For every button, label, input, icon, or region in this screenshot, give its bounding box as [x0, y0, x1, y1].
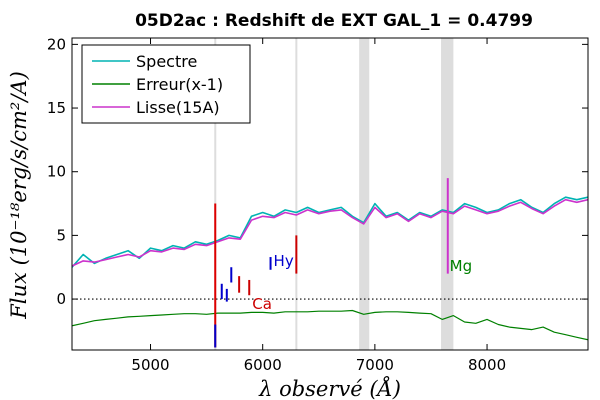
series-line-1	[72, 309, 588, 341]
legend: Spectre Erreur(x-1) Lisse(15A)	[81, 44, 251, 124]
line-marker-label-0: Hy	[274, 252, 294, 270]
y-tick-label-0: 0	[56, 290, 66, 308]
x-tick-label-0: 5000	[131, 356, 169, 374]
y-axis-label: Flux (10⁻¹⁸erg/s/cm²/A)	[7, 71, 31, 320]
x-tick-label-1: 6000	[244, 356, 282, 374]
line-marker-label-2: Mg	[450, 257, 472, 275]
plot-frame	[71, 37, 589, 351]
legend-label-0: Spectre	[136, 52, 197, 71]
x-axis-label: λ observé (Å)	[258, 376, 401, 400]
series-line-0	[72, 196, 588, 268]
series-line-2	[72, 198, 588, 267]
shaded-region-0	[359, 38, 370, 350]
y-tick-label-2: 10	[47, 163, 66, 181]
y-axis: 0 5 10 15 20	[47, 35, 588, 308]
x-axis: 5000 6000 7000 8000	[131, 38, 506, 374]
legend-label-2: Lisse(15A)	[136, 98, 220, 117]
y-tick-label-4: 20	[47, 35, 66, 53]
x-tick-label-3: 8000	[468, 356, 506, 374]
line-marker-label-1: Ca	[252, 295, 272, 313]
y-tick-label-1: 5	[56, 226, 66, 244]
chart-title: 05D2ac : Redshift de EXT GAL_1 = 0.4799	[135, 11, 533, 31]
x-tick-label-2: 7000	[356, 356, 394, 374]
y-tick-label-3: 15	[47, 99, 66, 117]
legend-label-1: Erreur(x-1)	[136, 75, 223, 94]
